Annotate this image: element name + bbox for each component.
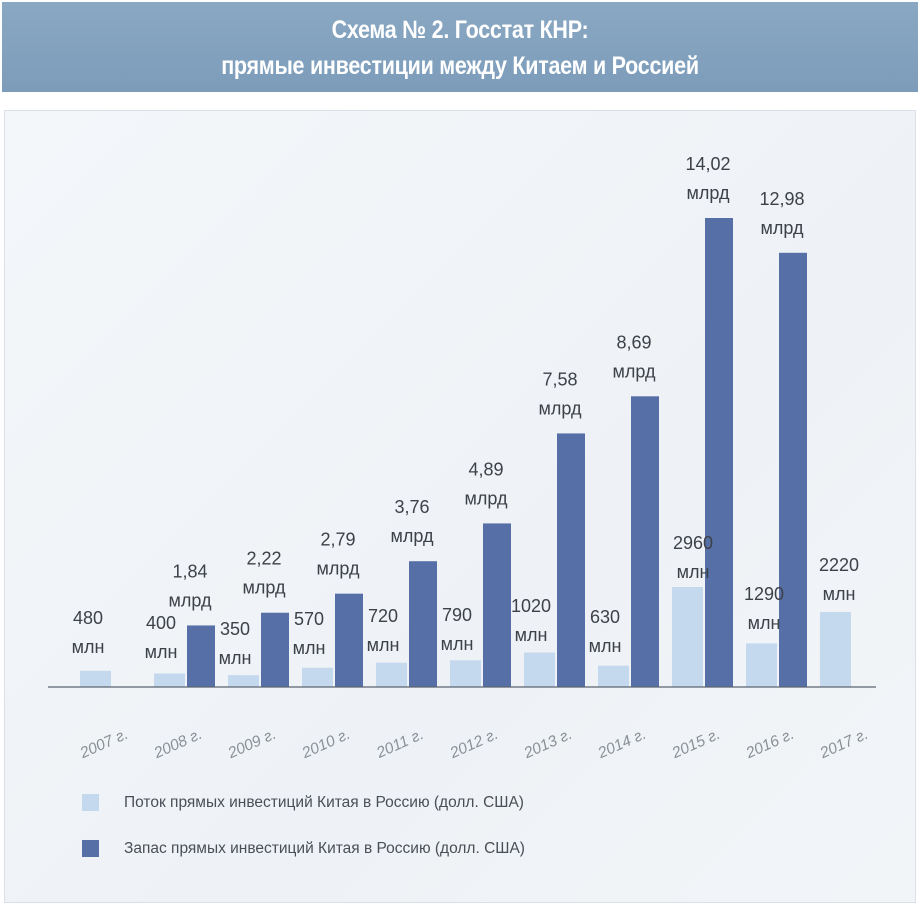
bar-flow-2010	[302, 667, 333, 687]
bar-stock-2011	[409, 561, 437, 687]
chart-title-line-1: Схема № 2. Госстат КНР:	[331, 16, 589, 44]
data-label-flow-2012-line-2: млн	[441, 634, 474, 654]
x-tick-label-2015: 2015 г.	[669, 726, 723, 763]
data-label-flow-2008-line-2: млн	[145, 642, 178, 662]
chart-title-line-2: прямые инвестиции между Китаем и Россией	[221, 52, 699, 80]
x-tick-label-2008: 2008 г.	[151, 726, 205, 763]
x-tick-label-2010: 2010 г.	[299, 726, 353, 763]
bar-stock-2010	[335, 593, 363, 687]
chart-header: Схема № 2. Госстат КНР: прямые инвестици…	[2, 2, 918, 92]
data-label-stock-2015-line-1: 14,02	[685, 154, 730, 174]
data-label-flow-2010-line-2: млн	[293, 638, 326, 658]
legend-label-flow: Поток прямых инвестиций Китая в Россию (…	[124, 794, 524, 811]
data-label-stock-2008-line-2: млрд	[169, 590, 212, 610]
data-label-flow-2016-line-2: млн	[748, 613, 781, 633]
data-label-flow-2012-line-1: 790	[442, 605, 472, 625]
data-label-flow-2017-line-2: млн	[823, 584, 856, 604]
bar-stock-2015	[705, 218, 733, 687]
x-tick-label-2009: 2009 г.	[225, 726, 279, 763]
data-label-stock-2011-line-2: млрд	[391, 526, 434, 546]
data-label-flow-2010-line-1: 570	[294, 609, 324, 629]
data-label-flow-2011-line-2: млн	[367, 635, 400, 655]
data-label-flow-2009-line-2: млн	[219, 648, 252, 668]
bar-stock-2014	[631, 396, 659, 687]
bar-stock-2008	[187, 625, 215, 687]
data-label-flow-2013-line-1: 1020	[511, 596, 551, 616]
data-label-stock-2013-line-1: 7,58	[542, 369, 577, 389]
data-label-stock-2014-line-1: 8,69	[616, 332, 651, 352]
data-label-stock-2011-line-1: 3,76	[394, 497, 429, 517]
data-label-stock-2009-line-2: млрд	[243, 578, 286, 598]
data-label-stock-2016-line-1: 12,98	[759, 189, 804, 209]
data-label-flow-2014-line-2: млн	[589, 636, 622, 656]
bar-stock-2016	[779, 252, 807, 688]
bar-stock-2012	[483, 523, 511, 687]
bar-flow-2007	[80, 670, 111, 687]
bar-flow-2009	[228, 675, 259, 687]
data-label-flow-2008-line-1: 400	[146, 613, 176, 633]
x-tick-label-2013: 2013 г.	[521, 726, 575, 763]
data-label-stock-2008-line-1: 1,84	[172, 561, 207, 581]
data-label-stock-2016-line-2: млрд	[761, 218, 804, 238]
bar-flow-2013	[524, 652, 555, 687]
x-tick-label-2011: 2011 г.	[373, 726, 426, 762]
data-label-flow-2007-line-2: млн	[72, 637, 105, 657]
data-label-flow-2015-line-1: 2960	[673, 533, 713, 553]
data-label-flow-2009-line-1: 350	[220, 619, 250, 639]
bar-flow-2015	[672, 587, 703, 687]
bar-flow-2008	[154, 673, 185, 687]
legend-label-stock: Запас прямых инвестиций Китая в Россию (…	[124, 840, 525, 857]
x-tick-label-2012: 2012 г.	[447, 726, 501, 763]
x-tick-label-2014: 2014 г.	[595, 726, 649, 763]
bar-stock-2013	[557, 433, 585, 687]
bar-stock-2009	[261, 612, 289, 687]
bar-flow-2017	[820, 612, 851, 687]
legend-swatch-stock	[82, 840, 99, 857]
data-label-flow-2013-line-2: млн	[515, 625, 548, 645]
data-label-flow-2017-line-1: 2220	[819, 555, 859, 575]
data-label-flow-2007-line-1: 480	[73, 608, 103, 628]
bar-flow-2014	[598, 665, 629, 687]
x-tick-label-2016: 2016 г.	[743, 726, 797, 763]
data-label-stock-2012-line-1: 4,89	[468, 459, 503, 479]
bar-flow-2011	[376, 662, 407, 687]
x-tick-label-2017: 2017 г.	[817, 726, 871, 763]
chart-panel	[4, 110, 916, 903]
data-label-stock-2010-line-2: млрд	[317, 559, 360, 579]
bar-flow-2016	[746, 643, 777, 687]
data-label-stock-2013-line-2: млрд	[539, 398, 582, 418]
data-label-stock-2014-line-2: млрд	[613, 361, 656, 381]
bar-flow-2012	[450, 660, 481, 687]
data-label-flow-2011-line-1: 720	[368, 606, 398, 626]
data-label-flow-2014-line-1: 630	[590, 607, 620, 627]
data-label-stock-2010-line-1: 2,79	[320, 530, 355, 550]
data-label-flow-2016-line-1: 1290	[744, 584, 784, 604]
data-label-flow-2015-line-2: млн	[677, 562, 710, 582]
data-label-stock-2015-line-2: млрд	[687, 183, 730, 203]
x-tick-label-2007: 2007 г.	[77, 726, 131, 763]
legend-swatch-flow	[82, 794, 99, 811]
data-label-stock-2012-line-2: млрд	[465, 488, 508, 508]
data-label-stock-2009-line-1: 2,22	[246, 549, 281, 569]
